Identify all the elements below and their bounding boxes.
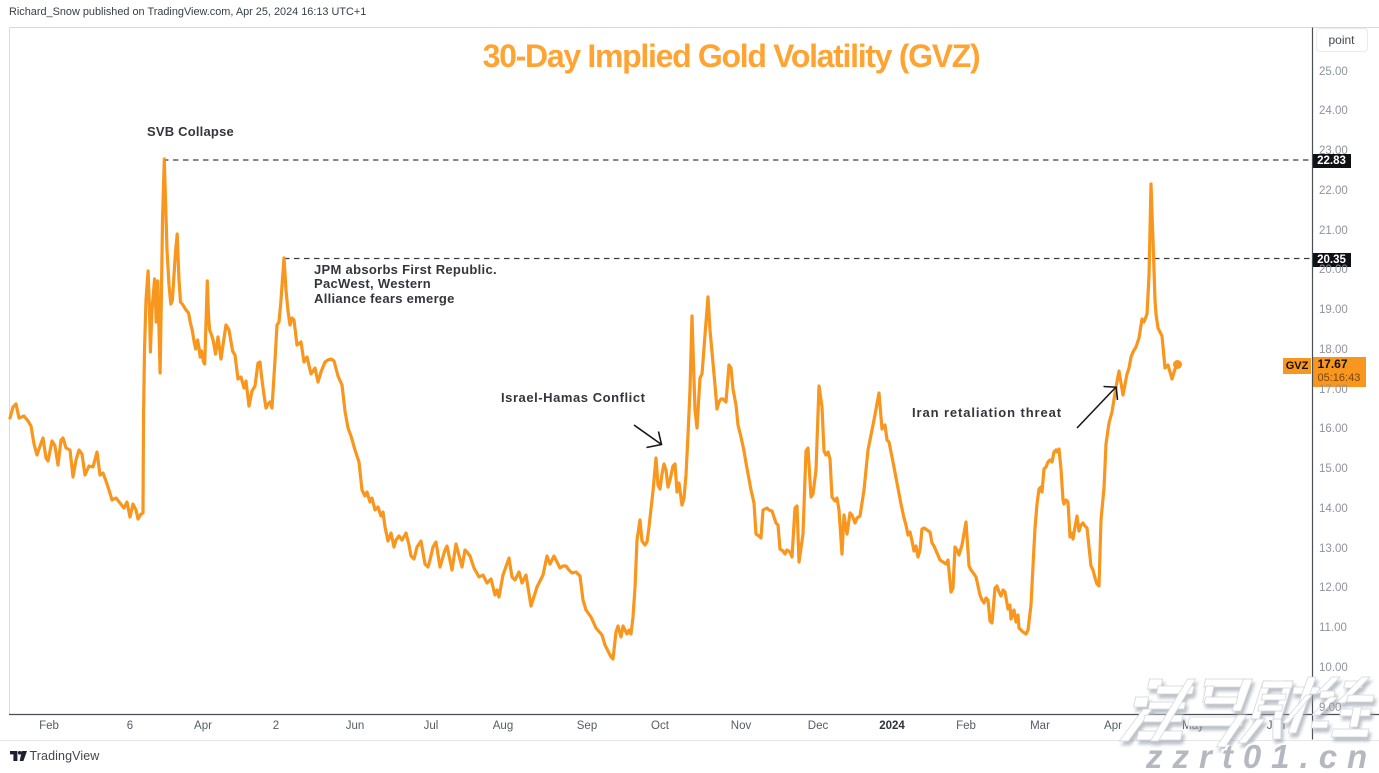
svg-text:zzrt01.cn: zzrt01.cn (1145, 738, 1377, 773)
svg-text:zzrt01.cn: zzrt01.cn (1143, 737, 1375, 773)
